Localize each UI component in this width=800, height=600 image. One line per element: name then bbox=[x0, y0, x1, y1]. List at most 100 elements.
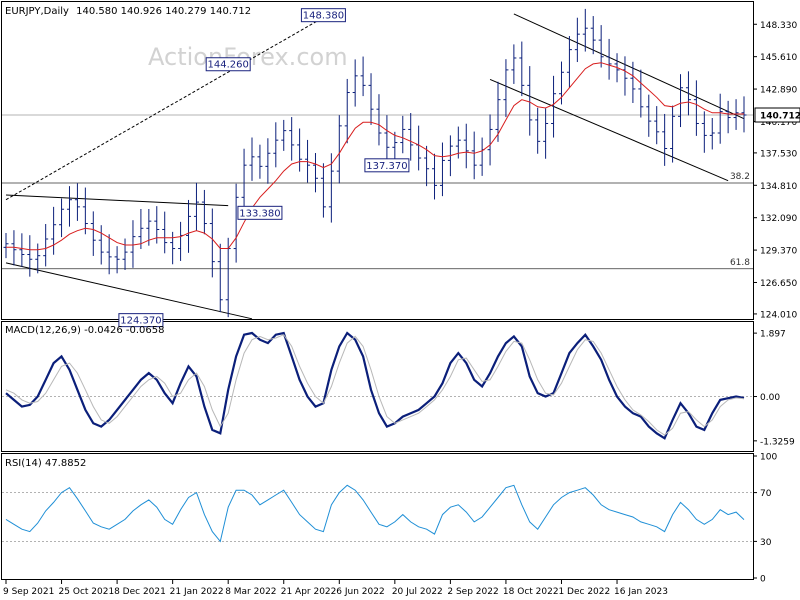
price-bar bbox=[138, 208, 144, 250]
price-bar bbox=[368, 73, 374, 125]
price-bar bbox=[106, 234, 112, 275]
price-bar bbox=[376, 94, 382, 146]
price-bar bbox=[122, 238, 128, 270]
price-bar bbox=[384, 115, 390, 165]
price-bar bbox=[725, 100, 731, 134]
price-bar bbox=[646, 94, 652, 137]
price-bar bbox=[289, 117, 295, 161]
price-bar bbox=[487, 114, 493, 166]
macd-y-tick-label: -1.3259 bbox=[760, 437, 795, 447]
rsi-y-tick-label: 0 bbox=[760, 575, 766, 585]
price-y-tick-label: 134.810 bbox=[760, 182, 797, 192]
annotation-124.370: 124.370 bbox=[120, 316, 161, 327]
x-tick-label: 16 Jan 2023 bbox=[614, 587, 668, 597]
price-bar bbox=[511, 44, 517, 84]
axis-layer: 148.330 145.610 142.890 140.170 137.530 134.8… bbox=[3, 21, 800, 597]
price-bar bbox=[360, 56, 366, 97]
price-bar bbox=[606, 38, 612, 80]
price-bar bbox=[27, 235, 33, 277]
price-bar bbox=[217, 243, 223, 313]
price-bar bbox=[662, 113, 668, 166]
price-y-tick-label: 132.090 bbox=[760, 214, 797, 224]
price-bar bbox=[527, 66, 533, 136]
price-bar bbox=[630, 61, 636, 103]
price-bar bbox=[19, 233, 25, 267]
price-bar bbox=[209, 208, 215, 278]
price-bar bbox=[598, 25, 604, 68]
price-bar bbox=[392, 131, 398, 162]
x-tick-label: 8 Mar 2022 bbox=[225, 587, 276, 597]
ohlc-values: 140.580 140.926 140.279 140.712 bbox=[76, 6, 251, 17]
price-bar bbox=[432, 153, 438, 200]
price-y-tick-label: 145.610 bbox=[760, 53, 797, 63]
price-bar bbox=[503, 59, 509, 118]
x-tick-label: 21 Apr 2022 bbox=[281, 587, 337, 597]
price-bar bbox=[241, 148, 247, 209]
price-y-tick-label: 126.650 bbox=[760, 279, 797, 289]
price-bar bbox=[162, 211, 168, 254]
x-tick-label: 6 Jun 2022 bbox=[336, 587, 384, 597]
price-bar bbox=[59, 198, 65, 238]
price-bar bbox=[551, 75, 557, 138]
x-tick-label: 9 Sep 2021 bbox=[3, 587, 54, 597]
price-bar bbox=[170, 231, 176, 265]
price-bar bbox=[400, 115, 406, 154]
price-bar bbox=[543, 108, 549, 159]
macd-panel bbox=[1, 321, 754, 452]
trendline-descending-upper bbox=[513, 13, 745, 120]
annotation-137.370: 137.370 bbox=[366, 161, 407, 172]
price-bar bbox=[98, 225, 104, 265]
price-bar bbox=[693, 80, 699, 136]
price-bar bbox=[130, 220, 136, 268]
price-bar bbox=[201, 189, 207, 235]
annotation-133.380: 133.380 bbox=[239, 208, 280, 219]
price-layer: 38.2 61.8 148.380 144.260 137.370 133.380 124.… bbox=[2, 8, 753, 328]
price-panel bbox=[1, 1, 754, 320]
x-tick-label: 21 Jan 2022 bbox=[170, 587, 224, 597]
price-bar bbox=[638, 69, 644, 118]
price-bar bbox=[519, 41, 525, 97]
price-bar bbox=[66, 186, 72, 227]
x-tick-label: 1 Dec 2022 bbox=[558, 587, 610, 597]
x-tick-label: 18 Oct 2022 bbox=[503, 587, 559, 597]
x-tick-label: 8 Dec 2021 bbox=[114, 587, 166, 597]
price-bar bbox=[257, 144, 263, 179]
trendline-upper-channel bbox=[5, 194, 229, 207]
price-bar bbox=[408, 113, 414, 161]
macd-y-tick-label: 0.00 bbox=[760, 393, 780, 403]
price-bar bbox=[265, 138, 271, 184]
price-bar bbox=[193, 182, 199, 231]
macd-y-tick-label: 1.897 bbox=[760, 330, 786, 340]
price-bar bbox=[701, 111, 707, 153]
price-y-tick-label: 148.330 bbox=[760, 21, 797, 31]
annotation-box-124.370 bbox=[118, 313, 164, 328]
price-bar bbox=[297, 128, 303, 172]
trendline-dotted bbox=[5, 17, 324, 201]
price-bar bbox=[35, 243, 41, 274]
annotation-148.380: 148.380 bbox=[303, 11, 344, 22]
rsi-y-tick-label: 100 bbox=[760, 453, 777, 463]
price-bar bbox=[114, 246, 120, 274]
price-y-tick-label: 142.890 bbox=[760, 86, 797, 96]
macd-series-signal bbox=[5, 334, 745, 436]
price-bar bbox=[685, 71, 691, 116]
fib-label-61.8: 61.8 bbox=[730, 258, 750, 268]
last-price-label: 140.712 bbox=[760, 112, 800, 122]
annotation-box-148.380 bbox=[300, 8, 346, 23]
price-bar bbox=[249, 137, 255, 181]
price-bar bbox=[495, 81, 501, 142]
symbol-label: EURJPY,Daily bbox=[5, 6, 69, 17]
price-bar bbox=[82, 187, 88, 235]
price-bar bbox=[670, 105, 676, 163]
price-bar bbox=[717, 93, 723, 144]
price-bar bbox=[590, 16, 596, 55]
macd-layer bbox=[2, 331, 753, 440]
price-bar bbox=[11, 230, 17, 266]
rsi-panel bbox=[1, 453, 754, 580]
chart-title: EURJPY,Daily 140.580 140.926 140.279 140… bbox=[5, 6, 251, 17]
price-bar bbox=[328, 153, 334, 223]
trendline-lower-channel bbox=[5, 262, 253, 320]
price-bar bbox=[51, 206, 57, 255]
rsi-y-tick-label: 70 bbox=[760, 489, 772, 499]
